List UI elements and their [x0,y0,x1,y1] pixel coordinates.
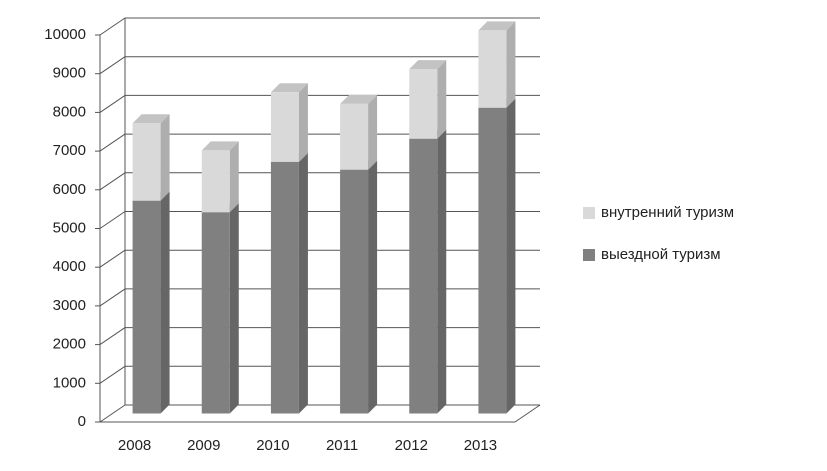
y-tick-label: 0 [78,413,86,430]
bar-side [437,60,447,139]
y-tick-label: 2000 [53,336,86,353]
x-tick-label: 2011 [326,437,358,454]
bar [409,138,438,414]
bar [201,212,230,414]
x-tick-label: 2008 [118,437,151,454]
bar-top [201,141,239,151]
legend-swatch [583,249,595,261]
bar [340,169,369,414]
bar-side [368,160,378,414]
bar [340,103,369,170]
y-tick-label: 5000 [53,219,86,236]
bar [409,69,438,139]
bar-side [298,83,308,162]
y-tick-label: 6000 [53,181,86,198]
bar-side [160,191,170,414]
bar [270,92,299,162]
legend-label: выездной туризм [601,246,721,263]
grid-line [99,288,126,307]
x-tick-label: 2013 [464,437,497,454]
x-tick-label: 2009 [187,437,220,454]
bar [478,30,507,108]
bar [132,123,161,201]
grid-line [99,327,126,346]
bar-side [160,114,170,201]
bar-side [506,98,516,414]
bar-top [132,114,170,124]
legend-label: внутренний туризм [601,204,734,221]
bar-top [340,94,378,104]
y-tick-label: 7000 [53,142,86,159]
grid-line [99,172,126,191]
y-tick-label: 1000 [53,374,86,391]
grid-line [99,94,126,113]
bar-top [478,21,516,31]
grid-line [99,404,126,423]
x-tick-label: 2010 [256,437,289,454]
bar [132,200,161,414]
bar-side [368,94,378,170]
grid-line [99,17,126,36]
grid-line [99,365,126,384]
grid-line [99,133,126,152]
y-tick-label: 8000 [53,103,86,120]
bar [201,150,230,213]
y-tick-label: 4000 [53,258,86,275]
bar-side [298,152,308,414]
y-tick-label: 9000 [53,65,86,82]
bar [270,161,299,414]
y-tick-label: 3000 [53,297,86,314]
bar-side [229,141,239,213]
bar [478,107,507,414]
bar-top [270,83,308,93]
grid-line [99,249,126,268]
y-tick-label: 10000 [44,26,86,43]
grid-line [99,56,126,75]
bar-side [506,21,516,108]
bar-top [409,60,447,70]
axis-line [514,404,541,423]
x-tick-label: 2012 [395,437,428,454]
bar-side [437,129,447,414]
legend-swatch [583,207,595,219]
grid-line [99,211,126,229]
bar-side [229,203,239,414]
